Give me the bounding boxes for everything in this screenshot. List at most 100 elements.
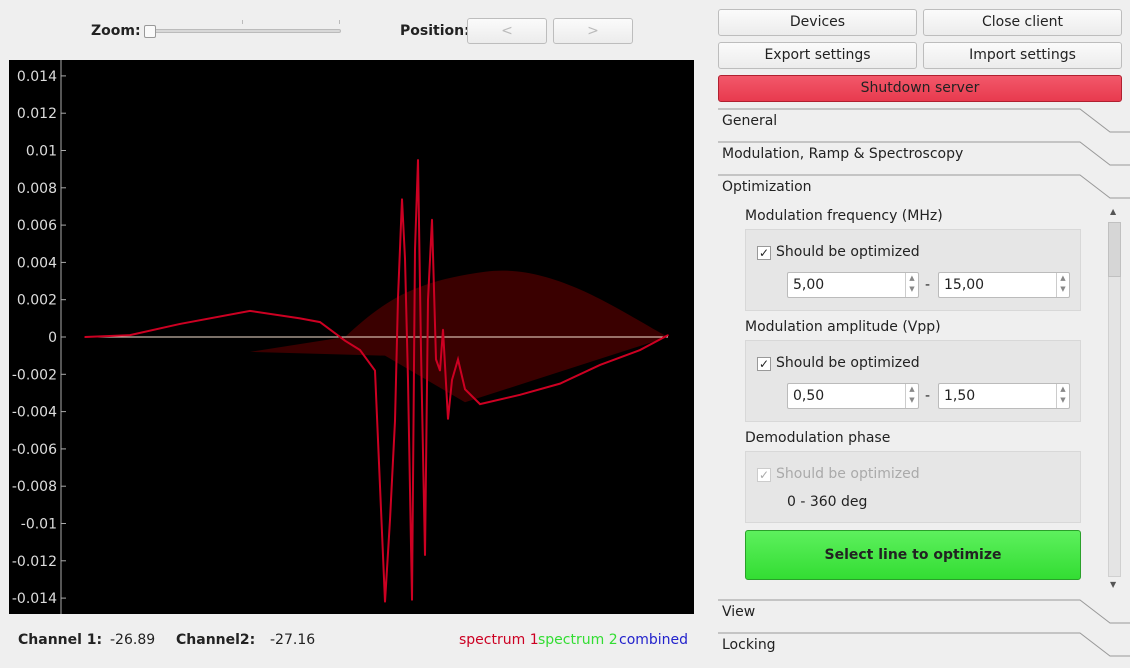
mod-freq-min-input[interactable]: 5,00 ▲ ▼ [787,272,919,298]
legend-combined: combined [619,632,689,648]
mod-amp-title: Modulation amplitude (Vpp) [745,319,941,335]
spectrum1-point [451,379,453,381]
position-label: Position: [400,23,470,39]
scroll-up-icon[interactable]: ▲ [1110,207,1117,216]
spectrum1-point [411,599,413,601]
y-tick-label: 0.014 [17,69,57,85]
section-view[interactable]: View [718,599,1130,632]
spectrum1-point [435,358,437,361]
scroll-down-icon[interactable]: ▼ [1110,580,1117,589]
spectrum1-point [420,349,422,351]
mod-freq-checkbox[interactable]: ✓ [757,246,771,260]
mod-freq-check-label: Should be optimized [776,244,920,260]
channel2-label: Channel2: [176,632,256,648]
close-client-button[interactable]: Close client [923,9,1122,36]
spectrum1-point [344,339,346,342]
scrollbar-thumb[interactable] [1108,222,1121,277]
spectrum1-point [404,257,406,260]
y-tick-label: -0.002 [12,367,57,383]
y-tick-label: 0.008 [17,181,57,197]
scrollbar[interactable]: ▲ ▼ [1107,205,1122,593]
y-tick-label: -0.006 [12,442,57,458]
spectrum1-point [439,369,441,372]
demod-check-label: Should be optimized [776,466,920,482]
mod-amp-checkbox[interactable]: ✓ [757,357,771,371]
mod-freq-max-value: 15,00 [944,277,985,293]
channel1-label: Channel 1: [18,632,103,648]
spectrum-plot[interactable]: 0.014 0.012 0.01 0.008 0.006 0.004 0.002 0 -0.00… [9,60,694,614]
spectrum1-point [394,420,396,422]
spectrum1-point [519,394,521,396]
devices-button[interactable]: Devices [718,9,917,36]
range-dash: - [925,277,931,293]
demod-range: 0 - 360 deg [787,494,868,510]
spectrum1-point [407,379,409,381]
spectrum1-point [129,334,131,336]
mod-amp-max-input[interactable]: 1,50 ▲ ▼ [938,383,1070,409]
zoom-label: Zoom: [91,23,141,39]
spectrum-envelope [250,270,668,403]
plot-canvas: 0.014 0.012 0.01 0.008 0.006 0.004 0.002 0 -0.00… [12,60,669,614]
section-general-label: General [722,113,778,129]
mod-freq-max-input[interactable]: 15,00 ▲ ▼ [938,272,1070,298]
spectrum1-point [401,198,403,200]
position-next-button[interactable]: > [553,18,633,44]
spin-arrows-icon[interactable]: ▲ ▼ [1056,384,1069,408]
select-line-button[interactable]: Select line to optimize [745,530,1081,580]
spectrum1-point [319,321,321,323]
spectrum1-point [457,358,459,361]
spectrum1-point [639,349,641,351]
mod-freq-group [745,229,1081,311]
spin-arrows-icon[interactable]: ▲ ▼ [905,384,918,408]
y-tick-label: 0.01 [26,144,57,160]
section-general[interactable]: General [718,108,1130,141]
y-tick-label: 0.006 [17,218,57,234]
import-settings-button[interactable]: Import settings [923,42,1122,69]
spectrum1-point [249,310,251,312]
spectrum1-point [667,334,669,336]
y-tick-label: 0 [48,330,57,346]
mod-freq-title: Modulation frequency (MHz) [745,208,943,224]
spin-arrows-icon[interactable]: ▲ ▼ [905,273,918,297]
spectrum1-point [359,349,361,351]
y-tick-label: -0.004 [12,405,57,421]
y-tick-label: -0.012 [12,554,57,570]
legend-spectrum1: spectrum 1 [459,632,539,648]
position-prev-button[interactable]: < [467,18,547,44]
y-tick-label: -0.01 [21,517,57,533]
section-modulation-label: Modulation, Ramp & Spectroscopy [722,146,964,162]
zoom-slider[interactable] [143,20,343,42]
y-tick-label: -0.008 [12,479,57,495]
spectrum1-point [559,382,561,385]
section-optimization[interactable]: Optimization [718,174,1130,207]
spectrum1-point [417,159,419,161]
spectrum1-point [389,518,391,521]
spin-arrows-icon[interactable]: ▲ ▼ [1056,273,1069,297]
export-settings-button[interactable]: Export settings [718,42,917,69]
section-view-label: View [722,604,756,620]
demod-checkbox: ✓ [757,468,771,482]
spectrum1-point [479,403,481,405]
y-tick-label: -0.014 [12,591,57,607]
spectrum1-point [374,369,376,372]
spectrum1-point [299,317,301,320]
spectrum1-point [179,323,181,325]
section-locking[interactable]: Locking [718,632,1130,665]
mod-amp-min-input[interactable]: 0,50 ▲ ▼ [787,383,919,409]
spectrum1-point [397,297,399,299]
section-modulation[interactable]: Modulation, Ramp & Spectroscopy [718,141,1130,174]
spectrum1-point [464,388,466,391]
demod-group [745,451,1081,523]
spectrum1-point [384,601,386,603]
legend-spectrum2: spectrum 2 [538,632,618,648]
spectrum1-point [447,418,449,420]
shutdown-server-button[interactable]: Shutdown server [718,75,1122,102]
mod-amp-min-value: 0,50 [793,388,825,404]
zoom-slider-handle[interactable] [144,25,156,38]
y-tick-label: 0.002 [17,293,57,309]
spectrum1-point [414,248,416,251]
y-tick-label: 0.012 [17,106,57,122]
mod-amp-check-label: Should be optimized [776,355,920,371]
channel1-value: -26.89 [110,632,156,648]
spectrum1-point [442,328,444,331]
